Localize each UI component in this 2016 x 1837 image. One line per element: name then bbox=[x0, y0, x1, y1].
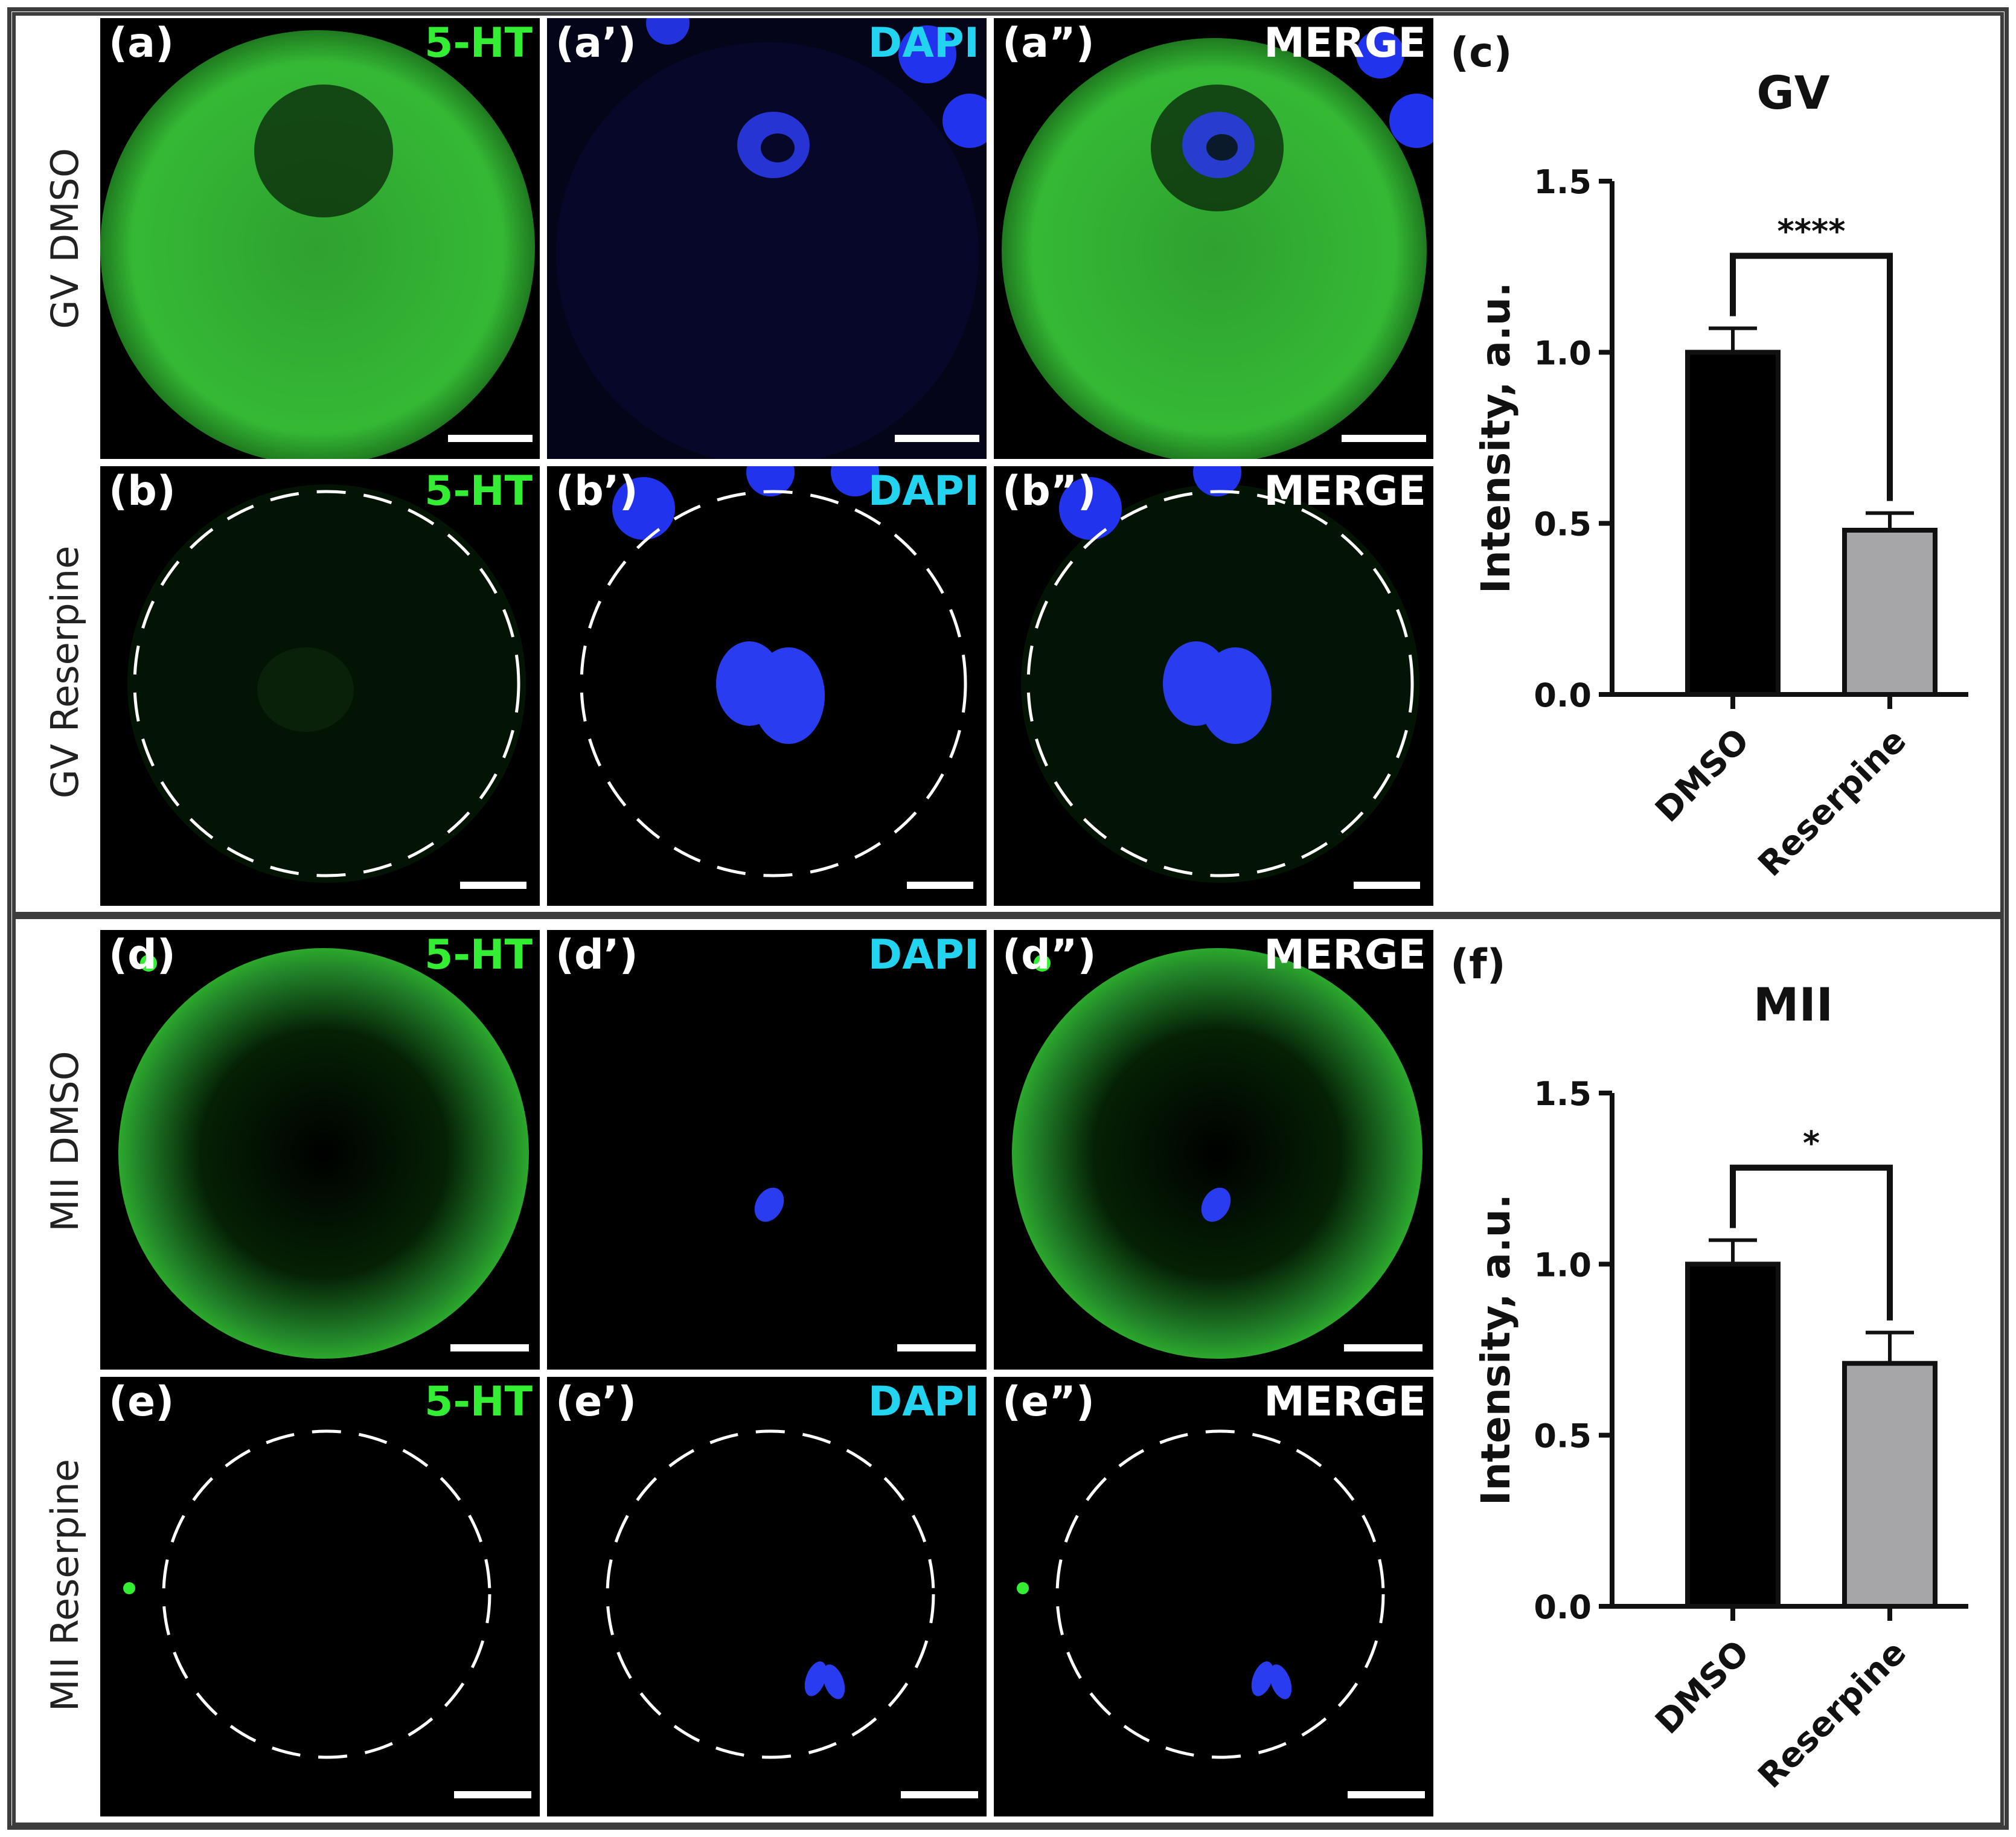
panel-letter: (f) bbox=[1450, 941, 1506, 989]
scale-bar bbox=[1348, 1791, 1425, 1798]
panel-id: (a”) bbox=[1002, 19, 1095, 67]
panel-id: (d”) bbox=[1002, 931, 1096, 979]
y-tick-label: 0.0 bbox=[1534, 1588, 1592, 1626]
panel-e-double-prime-merge: (e”) MERGE bbox=[994, 1377, 1433, 1816]
channel-label: DAPI bbox=[868, 1378, 979, 1426]
scale-bar bbox=[460, 882, 526, 889]
panel-b-prime-dapi: (b’) DAPI bbox=[547, 466, 987, 906]
scale-bar bbox=[901, 1791, 978, 1798]
scale-bar bbox=[454, 1791, 531, 1798]
panel-id: (d’) bbox=[555, 931, 638, 979]
channel-label: 5-HT bbox=[424, 19, 533, 67]
panel-id: (b’) bbox=[555, 467, 638, 515]
green-oocyte-image bbox=[100, 30, 535, 459]
panel-d-prime-dapi: (d’) DAPI bbox=[547, 930, 987, 1370]
scale-bar bbox=[895, 435, 979, 442]
gv-section bbox=[12, 12, 2004, 915]
row-label-gv-dmso: GV DMSO bbox=[43, 148, 87, 329]
bar-reserpine bbox=[1842, 528, 1938, 697]
green-oocyte-image bbox=[127, 484, 526, 883]
scale-bar bbox=[1344, 1344, 1422, 1351]
green-oocyte-image bbox=[118, 948, 529, 1359]
panel-id: (e”) bbox=[1002, 1378, 1095, 1426]
y-tick-label: 0.5 bbox=[1534, 1417, 1592, 1455]
channel-label: DAPI bbox=[868, 19, 979, 67]
panel-e-5ht: (e) 5-HT bbox=[100, 1377, 540, 1816]
panel-a-double-prime-merge: (a”) MERGE bbox=[994, 18, 1433, 459]
panel-id: (d) bbox=[109, 931, 176, 979]
panel-a-5ht: (a) 5-HT bbox=[100, 18, 540, 459]
channel-label: DAPI bbox=[868, 931, 979, 979]
panel-letter: (c) bbox=[1450, 29, 1512, 77]
panel-id: (b”) bbox=[1002, 467, 1096, 515]
mii-section bbox=[12, 915, 2004, 1826]
channel-label: 5-HT bbox=[424, 467, 533, 515]
scale-bar bbox=[897, 1344, 976, 1351]
significance-bracket bbox=[1730, 1164, 1893, 1321]
channel-label: MERGE bbox=[1264, 1378, 1426, 1426]
dapi-image bbox=[547, 18, 987, 459]
channel-label: MERGE bbox=[1264, 467, 1426, 515]
y-tick-label: 1.5 bbox=[1534, 163, 1592, 201]
y-tick-label: 1.0 bbox=[1534, 334, 1592, 372]
y-axis-label: Intensity, a.u. bbox=[1473, 1194, 1519, 1505]
y-tick-label: 1.5 bbox=[1534, 1075, 1592, 1113]
row-label-mii-reserpine: MII Reserpine bbox=[43, 1458, 87, 1712]
scale-bar bbox=[448, 435, 533, 442]
merge-image bbox=[1017, 1429, 1385, 1759]
merge-image bbox=[1002, 30, 1433, 459]
green-oocyte-image bbox=[123, 1429, 491, 1759]
row-label-gv-reserpine: GV Reserpine bbox=[43, 545, 87, 799]
significance-stars: **** bbox=[1778, 213, 1846, 251]
y-tick-label: 0.0 bbox=[1534, 676, 1592, 714]
scale-bar bbox=[450, 1344, 529, 1351]
channel-label: DAPI bbox=[868, 467, 979, 515]
panel-b-5ht: (b) 5-HT bbox=[100, 466, 540, 906]
dapi-image bbox=[754, 1187, 784, 1222]
x-tick-label: DMSO bbox=[1648, 1633, 1756, 1742]
panel-id: (b) bbox=[109, 467, 176, 515]
scale-bar bbox=[907, 882, 973, 889]
channel-label: MERGE bbox=[1264, 19, 1426, 67]
panel-b-double-prime-merge: (b”) MERGE bbox=[994, 466, 1433, 906]
panel-id: (a) bbox=[109, 19, 174, 67]
panel-id: (e) bbox=[109, 1378, 174, 1426]
scale-bar bbox=[1354, 882, 1420, 889]
bar-chart-mii: (f) MII Intensity, a.u. 0.0 0.5 1.0 1.5 DMSORes… bbox=[1450, 941, 1968, 1796]
x-tick-label: Reserpine bbox=[1751, 721, 1914, 884]
dapi-image bbox=[580, 466, 967, 877]
panel-d-5ht: (d) 5-HT bbox=[100, 930, 540, 1370]
channel-label: 5-HT bbox=[424, 1378, 533, 1426]
chart-title: MII bbox=[1753, 978, 1833, 1031]
y-tick-label: 1.0 bbox=[1534, 1246, 1592, 1284]
panel-d-double-prime-merge: (d”) MERGE bbox=[994, 930, 1433, 1370]
bar-dmso bbox=[1685, 350, 1781, 697]
chart-title: GV bbox=[1756, 66, 1829, 120]
scale-bar bbox=[1342, 435, 1426, 442]
channel-label: 5-HT bbox=[424, 931, 533, 979]
chart-c-gv: (c) GV Intensity, a.u. 0.0 0.5 1.0 1.5 DMSO Rese… bbox=[1443, 18, 1998, 906]
bar-reserpine bbox=[1842, 1361, 1938, 1609]
x-tick-label: DMSO bbox=[1648, 721, 1756, 830]
bar-chart-gv: (c) GV Intensity, a.u. 0.0 0.5 1.0 1.5 DMSORese… bbox=[1450, 29, 1968, 884]
panel-a-prime-dapi: (a’) DAPI bbox=[547, 18, 987, 459]
panel-id: (a’) bbox=[555, 19, 636, 67]
channel-label: MERGE bbox=[1264, 931, 1426, 979]
y-axis-label: Intensity, a.u. bbox=[1473, 282, 1519, 594]
row-label-mii-dmso: MII DMSO bbox=[43, 1051, 87, 1232]
significance-stars: * bbox=[1803, 1124, 1820, 1162]
chart-f-mii: (f) MII Intensity, a.u. 0.0 0.5 1.0 1.5 DMSO Res… bbox=[1443, 930, 1998, 1818]
panel-id: (e’) bbox=[555, 1378, 637, 1426]
dapi-image bbox=[606, 1429, 935, 1759]
merge-image bbox=[1021, 466, 1419, 883]
x-tick-label: Reserpine bbox=[1751, 1633, 1914, 1796]
merge-image bbox=[1012, 948, 1422, 1359]
significance-bracket bbox=[1730, 252, 1893, 501]
y-tick-label: 0.5 bbox=[1534, 505, 1592, 543]
bar-dmso bbox=[1685, 1262, 1781, 1609]
panel-e-prime-dapi: (e’) DAPI bbox=[547, 1377, 987, 1816]
